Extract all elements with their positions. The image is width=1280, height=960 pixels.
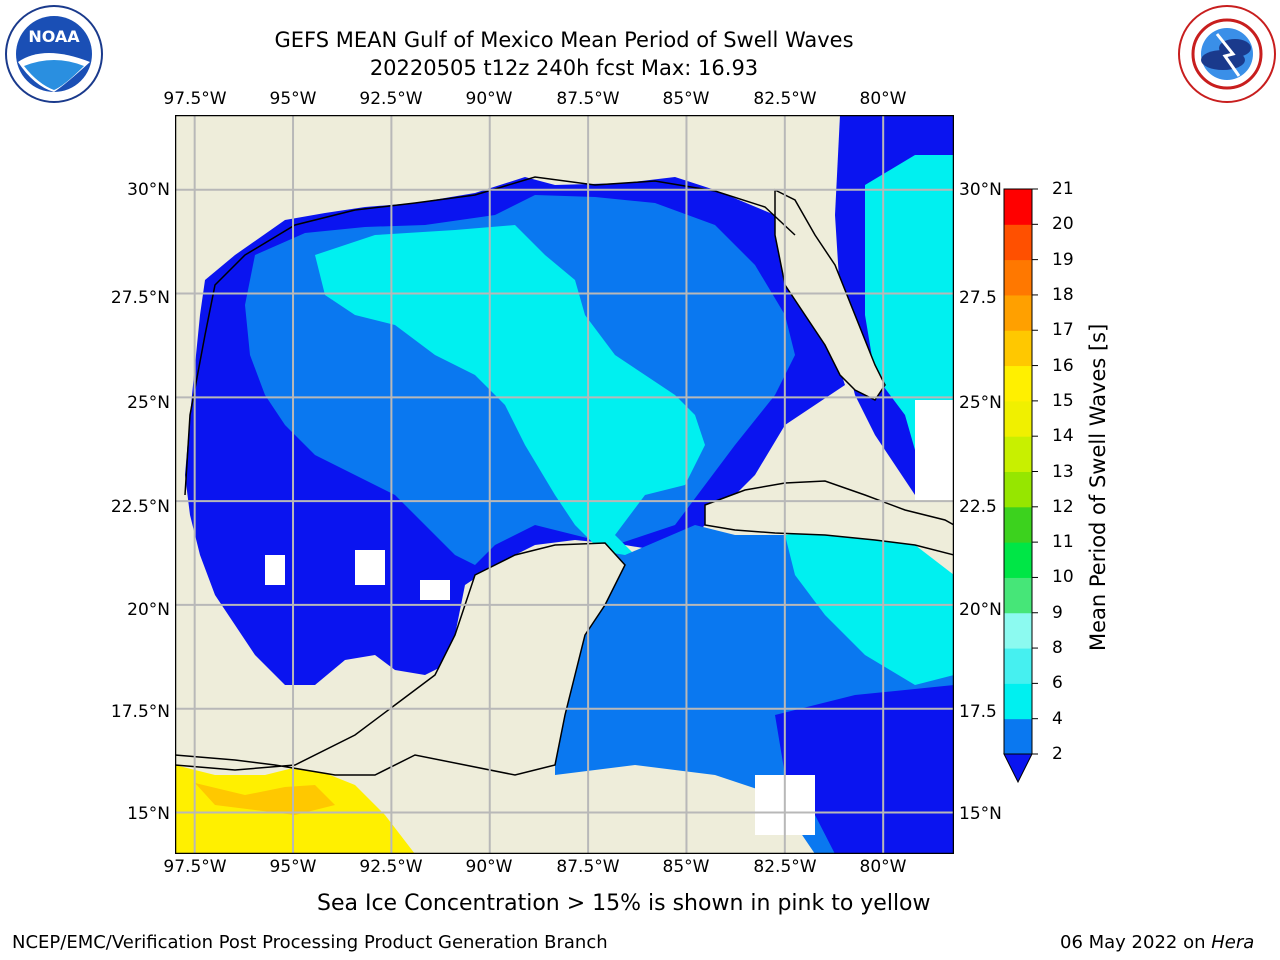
colorbar-bin-6 (1004, 506, 1032, 543)
colorbar-bin-13 (1004, 259, 1032, 296)
gulf-cyan-swell-band (315, 225, 705, 555)
gulf-coastline (184, 176, 796, 496)
lon-label-top-7: 80°W (859, 89, 907, 109)
colorbar-bin-1 (1004, 683, 1032, 720)
nws-logo (1177, 4, 1277, 104)
colorbar-bin-15 (1004, 189, 1032, 225)
lat-label-left-6: 15°N (127, 804, 170, 824)
colorbar-bin-9 (1004, 400, 1032, 437)
colorbar-tick-label-5: 10 (1052, 567, 1074, 588)
lon-label-bottom-3: 90°W (465, 857, 513, 877)
lat-label-right-2: 25°N (959, 393, 1002, 413)
lon-label-bottom-0: 97.5°W (163, 857, 227, 877)
lat-label-left-0: 30°N (127, 180, 170, 200)
lat-label-right-5: 17.5 (959, 702, 997, 722)
lon-label-bottom-5: 85°W (662, 857, 710, 877)
noaa-logo: NOAA (4, 4, 104, 104)
chart-subtitle: 20220505 t12z 240h fcst Max: 16.93 (369, 56, 759, 80)
florida-land (774, 188, 886, 401)
lon-label-bottom-1: 95°W (269, 857, 317, 877)
footer-date: 06 May 2022 on (1060, 932, 1212, 953)
colorbar-bin-11 (1004, 330, 1032, 367)
colorbar-tick-label-4: 9 (1052, 602, 1063, 623)
yucatan-peninsula-land (175, 542, 626, 854)
colorbar-tick-label-8: 13 (1052, 461, 1074, 482)
map-frame (175, 115, 954, 854)
lon-label-top-2: 92.5°W (359, 89, 423, 109)
lat-label-right-0: 30°N (959, 180, 1002, 200)
colorbar-tick-label-1: 4 (1052, 708, 1063, 729)
colorbar-bin-8 (1004, 436, 1032, 472)
colorbar-extend-min (1003, 753, 1033, 784)
colorbar-tick-label-16: 21 (1052, 179, 1074, 199)
colorbar-tick-label-9: 14 (1052, 426, 1074, 447)
lon-label-top-0: 97.5°W (163, 89, 227, 109)
colorbar-tick-label-10: 15 (1052, 390, 1074, 411)
chart-title: GEFS MEAN Gulf of Mexico Mean Period of … (274, 28, 854, 52)
colorbar-tick-label-2: 6 (1052, 673, 1063, 694)
colorbar-tick-label-15: 20 (1052, 214, 1074, 235)
lon-label-top-5: 85°W (662, 89, 710, 109)
colorbar-tick-label-6: 11 (1052, 532, 1074, 553)
map-panel (175, 115, 954, 854)
colorbar-label: Mean Period of Swell Waves [s] (1086, 323, 1110, 651)
footer-left: NCEP/EMC/Verification Post Processing Pr… (12, 932, 608, 953)
lon-label-bottom-2: 92.5°W (359, 857, 423, 877)
map-canvas (175, 115, 954, 854)
colorbar-bin-12 (1004, 294, 1032, 331)
lat-label-left-2: 25°N (127, 393, 170, 413)
lat-label-left-5: 17.5°N (110, 702, 170, 722)
lat-label-left-1: 27.5°N (110, 288, 170, 308)
colorbar-tick-label-12: 17 (1052, 320, 1074, 341)
lat-label-right-6: 15°N (959, 804, 1002, 824)
colorbar-bin-5 (1004, 542, 1032, 578)
colorbar-tick-label-14: 19 (1052, 249, 1074, 270)
footer-machine: Hera (1211, 932, 1255, 953)
cuba-land (704, 480, 954, 556)
colorbar-bin-14 (1004, 224, 1032, 261)
pacific-orange-patch (195, 783, 335, 815)
colorbar-tick-label-11: 16 (1052, 355, 1074, 376)
colorbar-bin-2 (1004, 648, 1032, 684)
colorbar (1000, 186, 1040, 786)
colorbar-bin-4 (1004, 577, 1032, 614)
lat-label-right-4: 20°N (959, 600, 1002, 620)
colorbar-tick-label-7: 12 (1052, 496, 1074, 517)
colorbar-tick-label-13: 18 (1052, 284, 1074, 305)
lon-label-top-4: 87.5°W (556, 89, 620, 109)
footer-right: 06 May 2022 on Hera (1060, 932, 1254, 953)
colorbar-bin-3 (1004, 612, 1032, 649)
lon-label-bottom-6: 82.5°W (753, 857, 817, 877)
graticule (175, 115, 954, 854)
lat-label-right-1: 27.5 (959, 288, 997, 308)
lat-label-right-3: 22.5 (959, 497, 997, 517)
colorbar-tick-label-3: 8 (1052, 638, 1063, 659)
colorbar-tick-label-0: 2 (1052, 744, 1063, 764)
colorbar-bin-10 (1004, 365, 1032, 402)
caption: Sea Ice Concentration > 15% is shown in … (317, 891, 931, 916)
noaa-logo-text: NOAA (28, 27, 80, 46)
lon-label-top-6: 82.5°W (753, 89, 817, 109)
lat-label-left-3: 22.5°N (110, 497, 170, 517)
lon-label-bottom-7: 80°W (859, 857, 907, 877)
lon-label-top-3: 90°W (465, 89, 513, 109)
lat-label-left-4: 20°N (127, 600, 170, 620)
colorbar-bin-0 (1004, 718, 1032, 755)
colorbar-bin-7 (1004, 471, 1032, 508)
lon-label-top-1: 95°W (269, 89, 317, 109)
lon-label-bottom-4: 87.5°W (556, 857, 620, 877)
